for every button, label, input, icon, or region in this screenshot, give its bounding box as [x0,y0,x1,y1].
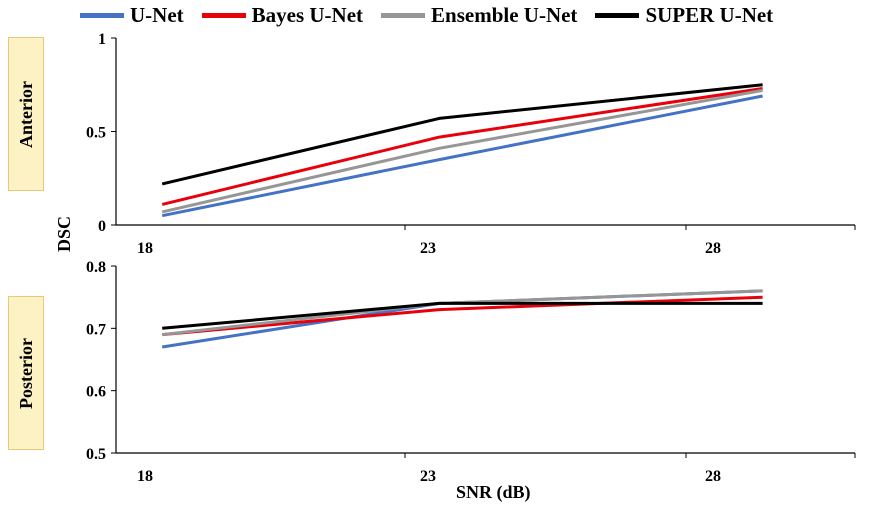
legend-label: U-Net [130,3,184,27]
series-line-bayes-u-net-posterior [162,295,763,337]
panel-tag-label: Anterior [15,80,36,148]
legend-swatch-super-unet [595,13,640,18]
y-tick-label-posterior: 0.5 [86,446,106,463]
legend-swatch-bayes-unet [201,13,246,18]
y-tick-label-anterior: 1 [98,31,106,48]
x-tick-label-posterior: 18 [137,468,153,485]
legend-item-bayes-unet: Bayes U-Net [201,3,364,28]
x-tick-label-anterior: 28 [705,240,721,257]
x-tick-label-anterior: 18 [137,240,153,257]
series-line-ensemble-u-net-posterior [162,289,763,337]
y-tick-label-posterior: 0.7 [86,321,106,338]
panel-tag-posterior: Posterior [8,296,44,450]
legend: U-Net Bayes U-Net Ensemble U-Net SUPER U… [80,3,791,28]
legend-label: SUPER U-Net [645,3,774,27]
y-tick-label-posterior: 0.8 [86,259,106,276]
y-tick-label-posterior: 0.6 [86,384,106,401]
y-tick-label-anterior: 0.5 [86,125,106,142]
series-line-ensemble-u-net-anterior [161,88,763,214]
y-tick-label-anterior: 0 [98,218,106,235]
legend-label: Ensemble U-Net [431,3,578,27]
legend-label: Bayes U-Net [251,3,364,27]
legend-swatch-unet [80,13,124,18]
series-line-u-net-anterior [161,94,763,218]
x-axis-label: SNR (dB) [456,482,531,502]
x-tick-label-anterior: 23 [420,240,436,257]
series-line-bayes-u-net-anterior [161,87,763,206]
series-line-super-u-net-anterior [161,83,763,186]
panel-tag-label: Posterior [15,337,36,409]
x-tick-label-posterior: 28 [705,468,721,485]
legend-item-ensemble-unet: Ensemble U-Net [381,3,577,28]
series-line-super-u-net-posterior [162,301,763,330]
panel-tag-anterior: Anterior [8,37,44,191]
y-axis-label: DSC [54,215,74,252]
x-tick-label-posterior: 23 [420,468,436,485]
legend-item-super-unet: SUPER U-Net [595,3,773,28]
legend-swatch-ensemble-unet [381,13,426,18]
legend-item-unet: U-Net [80,3,184,28]
